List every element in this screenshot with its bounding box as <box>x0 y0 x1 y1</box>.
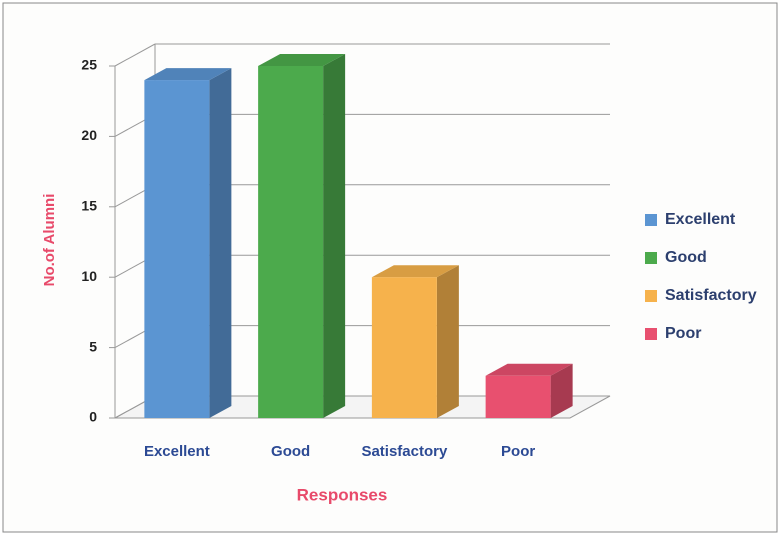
x-axis-title: Responses <box>297 485 388 504</box>
legend-label: Satisfactory <box>665 287 757 304</box>
bar-top <box>485 363 573 376</box>
bar <box>144 80 210 418</box>
legend-swatch <box>645 290 657 302</box>
grid-line <box>114 43 156 67</box>
x-tick-label: Excellent <box>144 443 210 460</box>
legend-swatch <box>645 252 657 264</box>
bar-top <box>258 54 346 66</box>
bar <box>485 375 551 418</box>
y-tick-label: 25 <box>81 57 97 73</box>
y-tick-label: 20 <box>81 127 97 143</box>
x-tick-label: Poor <box>501 443 535 460</box>
y-tick-label: 15 <box>81 198 97 214</box>
legend-label: Good <box>665 249 707 266</box>
y-tick-label: 0 <box>89 409 97 425</box>
bar-side <box>209 68 232 418</box>
legend-swatch <box>645 214 657 226</box>
bar <box>258 66 324 418</box>
bar-side <box>436 265 459 418</box>
y-tick-label: 5 <box>89 338 97 354</box>
y-tick-label: 10 <box>81 268 97 284</box>
bar <box>371 277 437 418</box>
bar-top <box>144 68 232 81</box>
y-axis-title: No.of Alumni <box>41 194 58 287</box>
bar-side <box>323 54 346 418</box>
legend-label: Poor <box>665 325 701 342</box>
bar-side <box>550 363 573 418</box>
x-tick-label: Good <box>271 443 310 460</box>
legend-swatch <box>645 328 657 340</box>
legend-label: Excellent <box>665 211 736 228</box>
bar-top <box>371 265 459 278</box>
x-tick-label: Satisfactory <box>361 443 448 460</box>
